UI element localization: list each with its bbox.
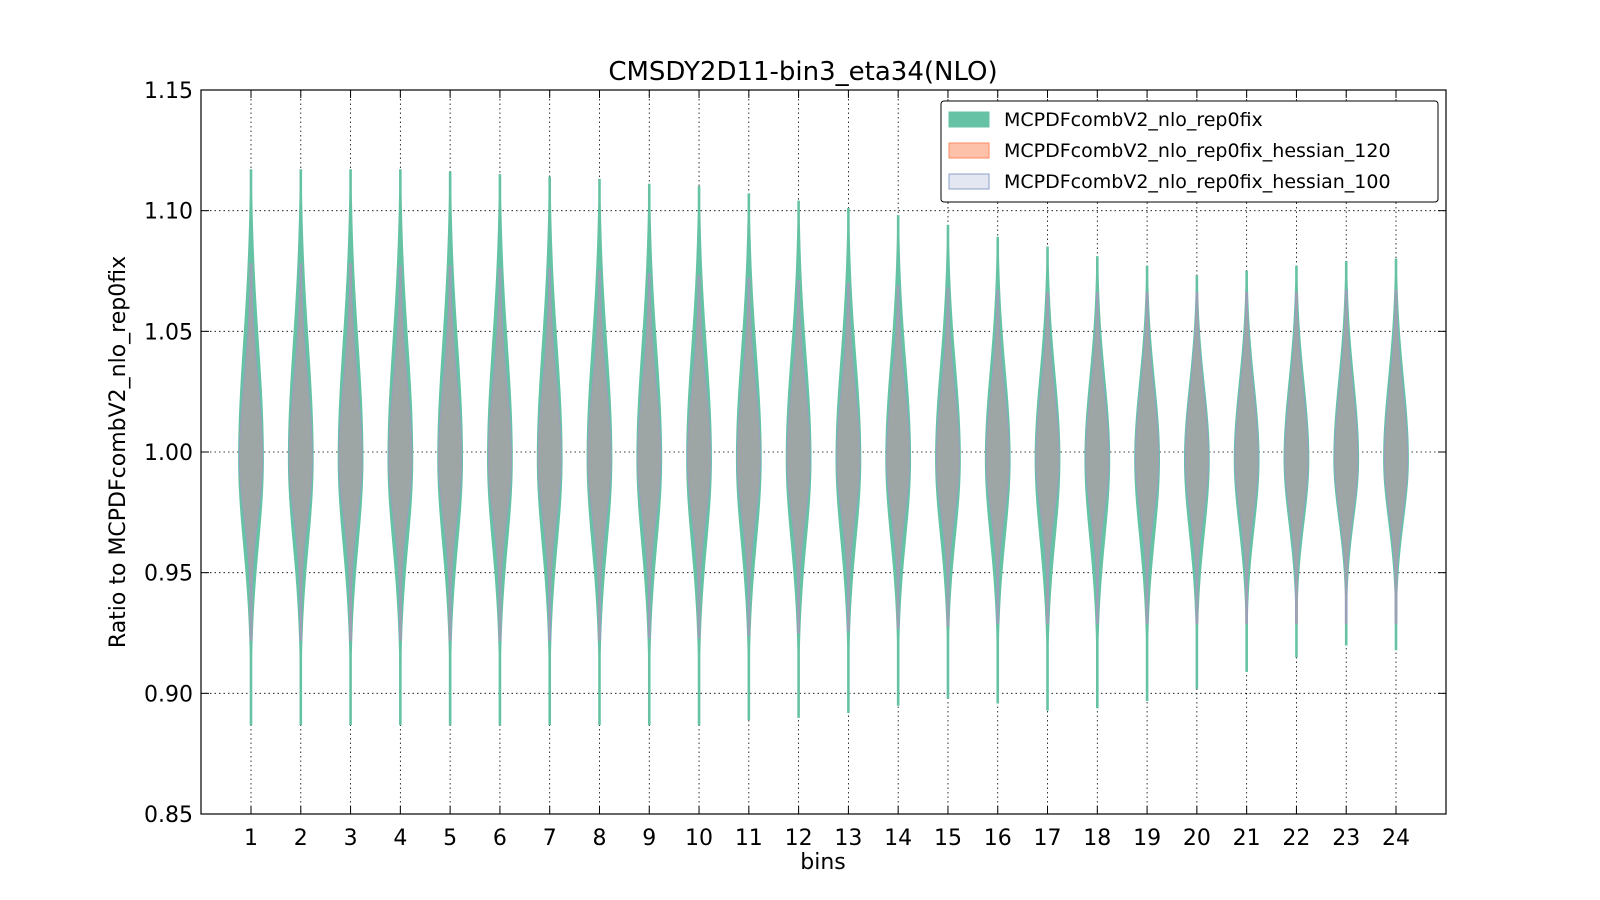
violin-rep0fix bbox=[686, 186, 712, 726]
legend-label: MCPDFcombV2_nlo_rep0fix_hessian_120 bbox=[1004, 140, 1391, 162]
y-tick-label: 0.85 bbox=[144, 803, 193, 828]
legend: MCPDFcombV2_nlo_rep0fix MCPDFcombV2_nlo_r… bbox=[940, 100, 1439, 203]
x-axis-label: bins bbox=[800, 850, 845, 875]
violin-hessian-100 bbox=[488, 268, 512, 641]
x-tick-label: 6 bbox=[493, 826, 507, 851]
violin-hessian-100 bbox=[1334, 289, 1359, 624]
y-tick-label: 1.10 bbox=[144, 200, 193, 225]
x-tick-label: 15 bbox=[934, 826, 962, 851]
violin-hessian-100 bbox=[1035, 292, 1060, 624]
x-tick-label: 7 bbox=[543, 826, 557, 851]
violin-rep0fix bbox=[1283, 265, 1310, 658]
x-tick-label: 9 bbox=[642, 826, 656, 851]
violin-hessian-100 bbox=[936, 287, 960, 627]
violin-hessian-100 bbox=[1384, 289, 1408, 624]
x-tick-label: 8 bbox=[592, 826, 606, 851]
violin-hessian-100 bbox=[985, 289, 1010, 624]
violin-rep0fix bbox=[1233, 270, 1260, 673]
legend-swatch bbox=[948, 173, 990, 190]
legend-swatch bbox=[948, 111, 990, 128]
x-tick-label: 18 bbox=[1083, 826, 1111, 851]
legend-label: MCPDFcombV2_nlo_rep0fix bbox=[1004, 109, 1263, 131]
x-tick-label: 22 bbox=[1282, 826, 1310, 851]
y-tick-label: 1.15 bbox=[144, 79, 193, 104]
violin-hessian-100 bbox=[1085, 292, 1110, 624]
violin-rep0fix bbox=[835, 207, 862, 714]
violin-rep0fix bbox=[238, 169, 264, 726]
violin-hessian-100 bbox=[537, 268, 562, 641]
violin-rep0fix bbox=[437, 171, 464, 726]
violin-rep0fix bbox=[536, 176, 563, 726]
violin-rep0fix bbox=[1383, 258, 1409, 651]
x-tick-label: 11 bbox=[735, 826, 763, 851]
violin-hessian-100 bbox=[836, 282, 861, 631]
x-tick-label: 3 bbox=[344, 826, 358, 851]
violin-rep0fix bbox=[785, 200, 812, 718]
x-tick-label: 17 bbox=[1034, 826, 1062, 851]
violin-rep0fix bbox=[1034, 246, 1061, 711]
x-tick-label: 13 bbox=[834, 826, 862, 851]
x-tick-label: 14 bbox=[884, 826, 912, 851]
violin-rep0fix bbox=[984, 236, 1011, 704]
y-tick-label: 1.05 bbox=[144, 320, 193, 345]
violin-hessian-100 bbox=[1284, 292, 1309, 624]
violin-rep0fix bbox=[735, 193, 762, 721]
violin-rep0fix bbox=[487, 174, 513, 726]
x-tick-label: 24 bbox=[1382, 826, 1410, 851]
x-tick-label: 19 bbox=[1133, 826, 1161, 851]
violin-hessian-100 bbox=[288, 263, 313, 641]
violin-hessian-100 bbox=[786, 280, 811, 634]
violin-hessian-100 bbox=[388, 265, 413, 641]
axis-ticks: 0.850.900.951.001.051.101.151 2 3 4 5 6 7 8 9 10 1… bbox=[144, 79, 1446, 851]
violin-hessian-100 bbox=[736, 277, 761, 636]
violin-rep0fix bbox=[387, 169, 414, 726]
x-tick-label: 5 bbox=[443, 826, 457, 851]
violin-rep0fix bbox=[636, 183, 663, 726]
y-tick-label: 0.95 bbox=[144, 562, 193, 587]
y-axis-label: Ratio to MCPDFcombV2_nlo_rep0fix bbox=[106, 256, 131, 648]
violin-rep0fix bbox=[287, 169, 314, 726]
violin-hessian-100 bbox=[1184, 292, 1209, 624]
violin-hessian-100 bbox=[1234, 292, 1259, 624]
x-tick-label: 2 bbox=[294, 826, 308, 851]
legend-label: MCPDFcombV2_nlo_rep0fix_hessian_100 bbox=[1004, 171, 1391, 193]
violin-rep0fix bbox=[1183, 275, 1210, 689]
violin-hessian-100 bbox=[338, 263, 363, 641]
violin-rep0fix bbox=[1134, 265, 1160, 701]
x-tick-label: 23 bbox=[1332, 826, 1360, 851]
y-tick-label: 0.90 bbox=[144, 682, 193, 707]
violin-rep0fix bbox=[337, 169, 364, 726]
legend-box bbox=[940, 100, 1439, 203]
violin-rep0fix bbox=[586, 178, 613, 726]
y-tick-label: 1.00 bbox=[144, 441, 193, 466]
violin-rep0fix bbox=[935, 224, 961, 699]
x-tick-label: 4 bbox=[393, 826, 407, 851]
violin-hessian-100 bbox=[886, 285, 911, 629]
x-tick-label: 12 bbox=[785, 826, 813, 851]
x-tick-label: 21 bbox=[1233, 826, 1261, 851]
x-tick-label: 10 bbox=[685, 826, 713, 851]
chart-title: CMSDY2D11-bin3_eta34(NLO) bbox=[608, 57, 997, 87]
violin-hessian-100 bbox=[637, 273, 662, 639]
violin-rep0fix bbox=[885, 215, 912, 706]
violin-hessian-100 bbox=[1135, 292, 1159, 624]
violin-rep0fix bbox=[1084, 256, 1111, 709]
x-tick-label: 20 bbox=[1183, 826, 1211, 851]
violin-hessian-100 bbox=[587, 270, 612, 641]
violin-hessian-100 bbox=[438, 265, 463, 641]
x-tick-label: 16 bbox=[984, 826, 1012, 851]
violin-rep0fix bbox=[1333, 260, 1360, 646]
violins bbox=[238, 169, 1409, 726]
legend-swatch bbox=[948, 142, 990, 159]
violin-hessian-100 bbox=[687, 275, 711, 639]
violin-hessian-100 bbox=[239, 263, 263, 641]
x-tick-label: 1 bbox=[244, 826, 258, 851]
